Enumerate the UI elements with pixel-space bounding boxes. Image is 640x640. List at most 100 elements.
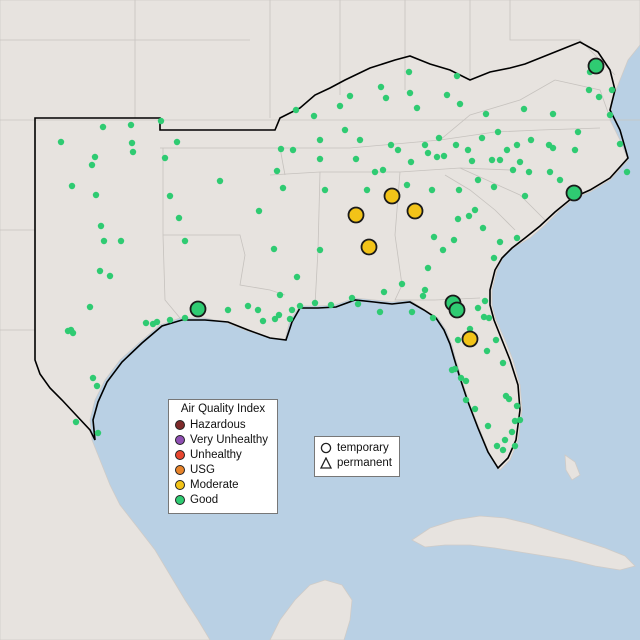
site-marker-good[interactable] [166,192,174,200]
site-marker-good[interactable] [406,89,414,97]
site-marker-moderate[interactable] [347,206,365,224]
site-marker-good[interactable] [462,377,470,385]
site-marker-moderate[interactable] [383,187,401,205]
site-marker-good[interactable] [321,186,329,194]
site-marker-good[interactable] [244,302,252,310]
site-marker-good[interactable] [509,166,517,174]
site-marker-good[interactable] [354,300,362,308]
site-marker-good[interactable] [456,100,464,108]
site-marker-good[interactable] [94,429,102,437]
site-marker-good[interactable] [513,141,521,149]
site-marker-good[interactable] [408,308,416,316]
site-marker-good[interactable] [516,158,524,166]
site-marker-good[interactable] [428,186,436,194]
site-marker-good[interactable] [380,288,388,296]
site-marker-good[interactable] [371,168,379,176]
site-marker-good[interactable] [106,272,114,280]
site-marker-good[interactable] [453,72,461,80]
site-marker-good[interactable] [556,176,564,184]
site-marker-good[interactable] [88,161,96,169]
site-marker-good[interactable] [259,317,267,325]
site-marker-good-large[interactable] [189,300,207,318]
site-marker-good[interactable] [97,222,105,230]
site-marker-good[interactable] [585,86,593,94]
site-marker-good[interactable] [439,246,447,254]
site-marker-good[interactable] [455,186,463,194]
site-marker-good[interactable] [501,436,509,444]
site-marker-good[interactable] [595,93,603,101]
site-marker-good[interactable] [468,157,476,165]
site-marker-good[interactable] [157,117,165,125]
site-marker-good[interactable] [403,181,411,189]
site-marker-good[interactable] [316,136,324,144]
site-marker-good[interactable] [499,359,507,367]
site-marker-good[interactable] [516,416,524,424]
site-marker-good[interactable] [346,92,354,100]
site-marker-good[interactable] [216,177,224,185]
site-marker-good[interactable] [496,156,504,164]
site-marker-good[interactable] [166,316,174,324]
site-marker-good[interactable] [521,192,529,200]
site-marker-good[interactable] [407,158,415,166]
site-marker-good[interactable] [316,155,324,163]
site-marker-good[interactable] [474,176,482,184]
site-marker-good[interactable] [454,336,462,344]
site-marker-good[interactable] [623,168,631,176]
site-marker-good[interactable] [277,145,285,153]
site-marker-good[interactable] [505,395,513,403]
site-marker-good[interactable] [424,149,432,157]
site-marker-good[interactable] [511,442,519,450]
site-marker-good[interactable] [270,245,278,253]
site-marker-good[interactable] [484,422,492,430]
site-marker-moderate[interactable] [360,238,378,256]
site-marker-good[interactable] [316,246,324,254]
site-marker-good[interactable] [443,91,451,99]
site-marker-good[interactable] [430,233,438,241]
site-marker-good[interactable] [173,138,181,146]
site-marker-good[interactable] [616,140,624,148]
site-marker-good[interactable] [479,224,487,232]
site-marker-good[interactable] [452,141,460,149]
site-marker-good[interactable] [485,314,493,322]
site-marker-good[interactable] [608,86,616,94]
site-marker-good[interactable] [525,168,533,176]
site-marker-good[interactable] [440,152,448,160]
site-marker-good[interactable] [480,313,488,321]
site-marker-good[interactable] [448,366,456,374]
site-marker-good[interactable] [492,336,500,344]
site-marker-good[interactable] [508,428,516,436]
site-marker-good[interactable] [254,306,262,314]
site-marker-good[interactable] [96,267,104,275]
site-marker-good[interactable] [435,134,443,142]
site-marker-good[interactable] [100,237,108,245]
site-marker-good[interactable] [279,184,287,192]
site-marker-good[interactable] [379,166,387,174]
site-marker-good[interactable] [72,418,80,426]
site-marker-good[interactable] [69,329,77,337]
site-marker-good[interactable] [481,297,489,305]
site-marker-good[interactable] [117,237,125,245]
site-marker-good[interactable] [356,136,364,144]
site-marker-good[interactable] [68,182,76,190]
site-marker-good[interactable] [181,314,189,322]
site-marker-good[interactable] [286,315,294,323]
site-marker-good[interactable] [276,291,284,299]
site-marker-good[interactable] [275,311,283,319]
site-marker-good[interactable] [503,146,511,154]
site-marker-good[interactable] [549,110,557,118]
site-marker-good[interactable] [527,136,535,144]
site-marker-good[interactable] [424,264,432,272]
site-marker-good[interactable] [161,154,169,162]
site-marker-good[interactable] [128,139,136,147]
site-marker-good[interactable] [292,106,300,114]
site-marker-good[interactable] [129,148,137,156]
site-marker-good[interactable] [496,238,504,246]
site-marker-good[interactable] [462,396,470,404]
site-marker-good[interactable] [606,111,614,119]
site-marker-good[interactable] [546,168,554,176]
site-marker-good[interactable] [376,308,384,316]
site-marker-good[interactable] [464,146,472,154]
site-marker-good-large[interactable] [587,57,605,75]
site-marker-good[interactable] [465,212,473,220]
site-marker-good[interactable] [429,314,437,322]
